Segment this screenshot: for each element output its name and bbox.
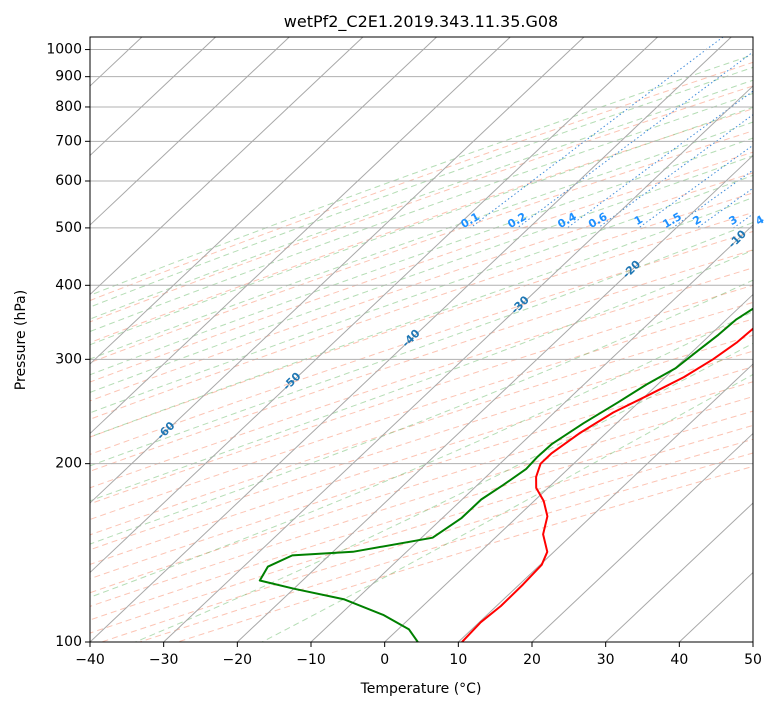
y-tick-label: 800 <box>55 99 82 115</box>
moist-adiabat <box>90 121 753 360</box>
x-tick-label: 40 <box>670 652 688 668</box>
y-axis-label: Pressure (hPa) <box>13 290 29 390</box>
x-tick-label: −30 <box>149 652 179 668</box>
chart-title: wetPf2_C2E1.2019.343.11.35.G08 <box>284 12 558 32</box>
dry-adiabat <box>90 151 753 383</box>
y-tick-label: 300 <box>55 351 82 367</box>
mixing-ratio-line <box>597 114 753 229</box>
x-tick-label: −40 <box>75 652 105 668</box>
dry-adiabat <box>90 211 753 438</box>
dry-adiabat <box>90 396 753 607</box>
isotherm-gridline <box>457 363 753 642</box>
y-tick-label: 700 <box>55 133 82 149</box>
moist-adiabat <box>261 373 753 642</box>
isotherm-gridline <box>236 154 753 642</box>
isotherm-gridline <box>90 37 511 435</box>
moist-adiabat <box>90 66 753 308</box>
x-tick-label: 50 <box>744 652 762 668</box>
x-tick-label: 30 <box>597 652 615 668</box>
dry-adiabat <box>90 334 753 551</box>
moist-adiabat <box>90 137 753 376</box>
dry-adiabat <box>90 172 753 402</box>
moist-adiabat <box>90 106 753 346</box>
isotherm-gridline <box>163 85 753 642</box>
y-tick-label: 200 <box>55 456 82 472</box>
y-tick-label: 400 <box>55 277 82 293</box>
isotherm-gridline <box>384 293 753 642</box>
isotherm-gridline <box>90 37 364 296</box>
y-tick-label: 500 <box>55 220 82 236</box>
sounding-profiles <box>258 307 753 642</box>
y-tick-label: 100 <box>55 634 82 650</box>
isotherm-gridline <box>605 502 753 642</box>
isotherm-gridline <box>90 37 437 365</box>
dry-adiabat <box>90 61 753 302</box>
background-lines <box>90 37 753 642</box>
y-tick-label: 900 <box>55 69 82 85</box>
isotherm-gridline <box>90 37 732 642</box>
plot-frame <box>89 36 754 643</box>
x-tick-label: 10 <box>449 652 467 668</box>
moist-adiabat <box>135 342 753 642</box>
isotherm-gridline <box>90 37 585 504</box>
temperature-profile <box>461 327 753 642</box>
isotherm-gridline <box>90 37 216 157</box>
y-tick-label: 600 <box>55 173 82 189</box>
moist-adiabat <box>90 79 753 320</box>
isotherm-gridline <box>90 37 290 226</box>
y-axis: 100 200 300 400 500 600 700 800 900 1000 <box>46 42 90 650</box>
x-tick-label: −10 <box>296 652 326 668</box>
dry-adiabat <box>90 284 753 505</box>
moist-adiabat <box>90 92 753 333</box>
dewpoint-profile <box>258 307 753 642</box>
moist-adiabat <box>90 155 753 393</box>
isotherm-gridline <box>90 37 658 574</box>
dry-adiabat <box>90 230 753 455</box>
mixing-ratio-line <box>470 37 724 229</box>
mixing-ratio-line <box>567 90 753 229</box>
isotherm-gridline <box>531 432 753 642</box>
dry-adiabat <box>90 318 753 536</box>
x-tick-label: 20 <box>523 652 541 668</box>
x-tick-label: −20 <box>223 652 253 668</box>
x-axis-label: Temperature (°C) <box>360 681 482 697</box>
moist-adiabat <box>90 174 753 414</box>
dry-adiabat <box>90 366 753 580</box>
x-axis: −40 −30 −20 −10 0 10 20 30 40 50 <box>75 642 762 668</box>
moist-adiabat <box>90 221 753 467</box>
mixing-ratio-line <box>638 144 753 229</box>
x-tick-label: 0 <box>380 652 389 668</box>
y-tick-label: 1000 <box>46 42 82 58</box>
